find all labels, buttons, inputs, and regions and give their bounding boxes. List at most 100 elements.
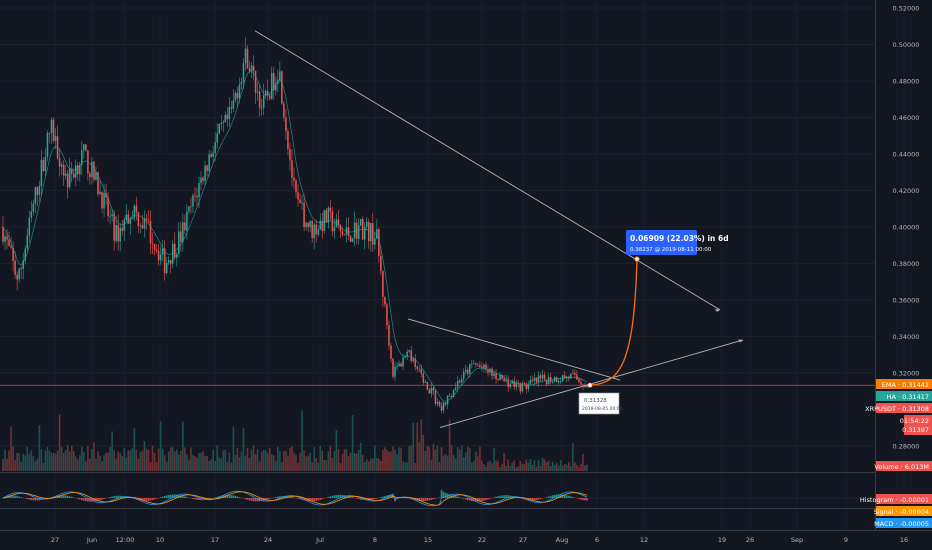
candle[interactable] — [38, 186, 41, 195]
candle[interactable] — [60, 164, 63, 167]
candle[interactable] — [20, 268, 22, 270]
candle[interactable] — [539, 375, 542, 379]
candle[interactable] — [129, 219, 132, 224]
candle[interactable] — [121, 228, 123, 231]
candle[interactable] — [157, 250, 160, 261]
candle[interactable] — [386, 304, 388, 326]
candle[interactable] — [62, 164, 65, 176]
candle[interactable] — [297, 192, 299, 200]
candle[interactable] — [406, 351, 408, 357]
candle[interactable] — [479, 365, 481, 367]
candle[interactable] — [527, 383, 530, 389]
candle[interactable] — [216, 133, 218, 143]
candle[interactable] — [83, 144, 85, 151]
candle[interactable] — [555, 377, 558, 383]
candle[interactable] — [537, 375, 540, 383]
candle[interactable] — [325, 210, 328, 223]
candle[interactable] — [531, 379, 534, 381]
candle[interactable] — [287, 130, 289, 150]
candle[interactable] — [281, 71, 283, 104]
candle[interactable] — [141, 225, 144, 229]
candle[interactable] — [236, 93, 239, 99]
candle[interactable] — [570, 373, 572, 379]
candle[interactable] — [139, 225, 142, 227]
candle[interactable] — [563, 375, 566, 379]
candle[interactable] — [390, 345, 392, 359]
candle[interactable] — [495, 373, 497, 379]
candle[interactable] — [268, 95, 271, 99]
candle[interactable] — [547, 377, 550, 385]
candle[interactable] — [337, 219, 340, 225]
candle[interactable] — [18, 268, 20, 280]
candle[interactable] — [349, 235, 352, 242]
candle[interactable] — [97, 172, 99, 195]
candle[interactable] — [452, 390, 455, 397]
candle[interactable] — [258, 91, 261, 108]
candle[interactable] — [145, 218, 148, 221]
candle[interactable] — [10, 245, 12, 248]
candle[interactable] — [109, 215, 111, 217]
candle[interactable] — [289, 149, 291, 161]
candle[interactable] — [81, 150, 83, 165]
time-axis[interactable]: 27 Jun 12:00 10 17 24 Jul 8 15 22 27 Aug 6 12 19 26 Sep 9… — [51, 536, 908, 544]
candle[interactable] — [444, 402, 447, 405]
candle[interactable] — [535, 377, 538, 383]
candle[interactable] — [462, 371, 465, 379]
candle[interactable] — [208, 154, 210, 171]
candle[interactable] — [107, 197, 109, 217]
candle[interactable] — [16, 274, 18, 280]
candle[interactable] — [545, 379, 548, 385]
candle[interactable] — [315, 224, 317, 235]
candle[interactable] — [378, 229, 380, 256]
candle[interactable] — [133, 205, 136, 218]
candle[interactable] — [200, 177, 202, 184]
candle[interactable] — [178, 231, 180, 254]
candle[interactable] — [42, 159, 45, 172]
candle[interactable] — [248, 68, 251, 71]
candle[interactable] — [424, 381, 427, 383]
candle[interactable] — [576, 374, 578, 380]
candle[interactable] — [252, 65, 255, 72]
candle[interactable] — [30, 211, 33, 218]
candle[interactable] — [426, 381, 429, 390]
candle[interactable] — [46, 132, 49, 157]
candle[interactable] — [165, 262, 168, 274]
candle[interactable] — [186, 211, 188, 231]
candle[interactable] — [515, 382, 518, 387]
candle[interactable] — [473, 363, 475, 365]
candle[interactable] — [487, 369, 489, 373]
candle[interactable] — [343, 234, 346, 236]
candle[interactable] — [54, 136, 57, 141]
candle[interactable] — [551, 381, 554, 383]
candle[interactable] — [295, 180, 297, 193]
candle[interactable] — [91, 161, 93, 177]
candle[interactable] — [430, 387, 433, 394]
candle[interactable] — [311, 221, 313, 239]
candle[interactable] — [428, 389, 431, 394]
candle[interactable] — [50, 119, 53, 133]
candle[interactable] — [218, 123, 220, 134]
candle[interactable] — [370, 223, 372, 242]
candle[interactable] — [64, 173, 67, 176]
candles[interactable] — [0, 37, 875, 414]
candle[interactable] — [119, 228, 121, 242]
candle[interactable] — [242, 63, 245, 82]
candle[interactable] — [469, 364, 471, 374]
candle[interactable] — [574, 372, 576, 375]
candle[interactable] — [363, 226, 366, 240]
candle[interactable] — [529, 379, 532, 384]
candle[interactable] — [125, 214, 128, 220]
candle[interactable] — [194, 195, 196, 197]
candle[interactable] — [101, 191, 103, 209]
candle[interactable] — [525, 383, 528, 389]
candle[interactable] — [32, 203, 35, 212]
candle[interactable] — [230, 107, 233, 109]
candle[interactable] — [446, 395, 449, 405]
candle[interactable] — [327, 207, 330, 223]
candle[interactable] — [329, 207, 332, 212]
projection-start-point[interactable] — [587, 382, 593, 388]
projection-callout[interactable]: 0.06909 (22.03%) in 6d 0.38237 @ 2019-08… — [626, 230, 729, 255]
candle[interactable] — [519, 383, 522, 392]
candle[interactable] — [301, 202, 303, 204]
candle[interactable] — [475, 363, 477, 365]
